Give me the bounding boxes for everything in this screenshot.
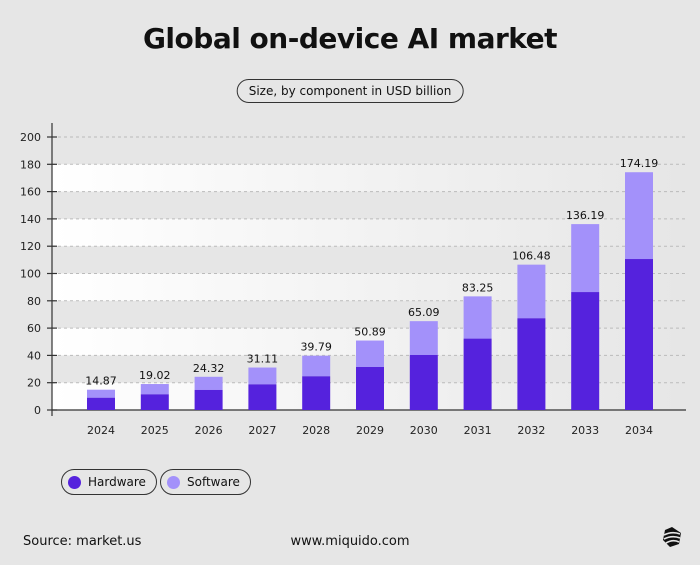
bar-software-2030 (409, 321, 438, 355)
bar-hardware-2029 (356, 367, 384, 410)
bar-hardware-2024 (87, 397, 115, 410)
bar-hardware-2025 (140, 394, 169, 410)
legend-hardware[interactable]: Hardware (61, 469, 157, 495)
y-tick-label: 140 (20, 213, 41, 226)
y-tick-label: 200 (20, 131, 41, 144)
total-label: 136.19 (566, 209, 605, 222)
x-tick-label: 2024 (87, 424, 115, 437)
miquido-logo-icon (663, 527, 681, 547)
bar-hardware-2030 (409, 354, 438, 410)
total-label: 19.02 (139, 369, 171, 382)
y-tick-label: 80 (27, 295, 41, 308)
x-tick-label: 2028 (302, 424, 330, 437)
grid-band (52, 164, 686, 192)
bar-software-2027 (248, 367, 277, 385)
y-tick-label: 20 (27, 377, 41, 390)
bar-software-2024 (87, 389, 115, 398)
bar-software-2028 (302, 355, 331, 377)
bar-chart: 0 20 40 60 80 100 120 140 160 180 200 14.87 2024 19.0… (20, 123, 686, 437)
legend-software[interactable]: Software (160, 469, 251, 495)
x-tick-label: 2029 (356, 424, 384, 437)
y-tick-label: 160 (20, 186, 41, 199)
website-link[interactable]: www.miquido.com (290, 534, 410, 549)
bar-hardware-2031 (463, 338, 492, 410)
x-tick-label: 2034 (625, 424, 653, 437)
total-label: 31.11 (247, 353, 279, 366)
bar-software-2031 (463, 296, 492, 339)
legend-label: Software (187, 475, 240, 489)
bar-software-2034 (625, 172, 653, 260)
bar-software-2033 (571, 224, 600, 293)
total-label: 174.19 (620, 157, 659, 170)
y-tick-label: 120 (20, 240, 41, 253)
bar-hardware-2028 (302, 376, 331, 410)
x-tick-label: 2030 (410, 424, 438, 437)
bar-hardware-2034 (625, 259, 653, 410)
x-tick-label: 2026 (195, 424, 223, 437)
bar-software-2029 (356, 340, 384, 368)
bar-hardware-2026 (194, 389, 223, 410)
software-swatch (167, 475, 180, 489)
chart-subtitle: Size, by component in USD billion (236, 79, 464, 103)
bar-software-2032 (517, 264, 546, 319)
source-text: Source: market.us (23, 534, 142, 549)
total-label: 106.48 (512, 250, 551, 263)
total-label: 39.79 (300, 341, 332, 354)
x-tick-label: 2033 (571, 424, 599, 437)
legend-label: Hardware (88, 475, 146, 489)
total-label: 65.09 (408, 306, 440, 319)
total-label: 14.87 (85, 375, 117, 388)
total-label: 83.25 (462, 281, 494, 294)
bar-software-2026 (194, 376, 223, 390)
x-tick-label: 2027 (248, 424, 276, 437)
x-tick-label: 2032 (517, 424, 545, 437)
total-label: 50.89 (354, 326, 386, 339)
y-tick-label: 60 (27, 322, 41, 335)
chart-title: Global on-device AI market (142, 22, 558, 55)
y-tick-label: 100 (20, 268, 41, 281)
x-tick-label: 2031 (464, 424, 492, 437)
x-tick-label: 2025 (141, 424, 169, 437)
bar-hardware-2033 (571, 292, 600, 410)
total-label: 24.32 (193, 362, 225, 375)
y-tick-label: 180 (20, 158, 41, 171)
bar-hardware-2027 (248, 384, 277, 410)
bar-hardware-2032 (517, 318, 546, 410)
hardware-swatch (68, 475, 81, 489)
y-tick-label: 0 (34, 404, 41, 417)
y-tick-label: 40 (27, 349, 41, 362)
bar-software-2025 (140, 384, 169, 395)
